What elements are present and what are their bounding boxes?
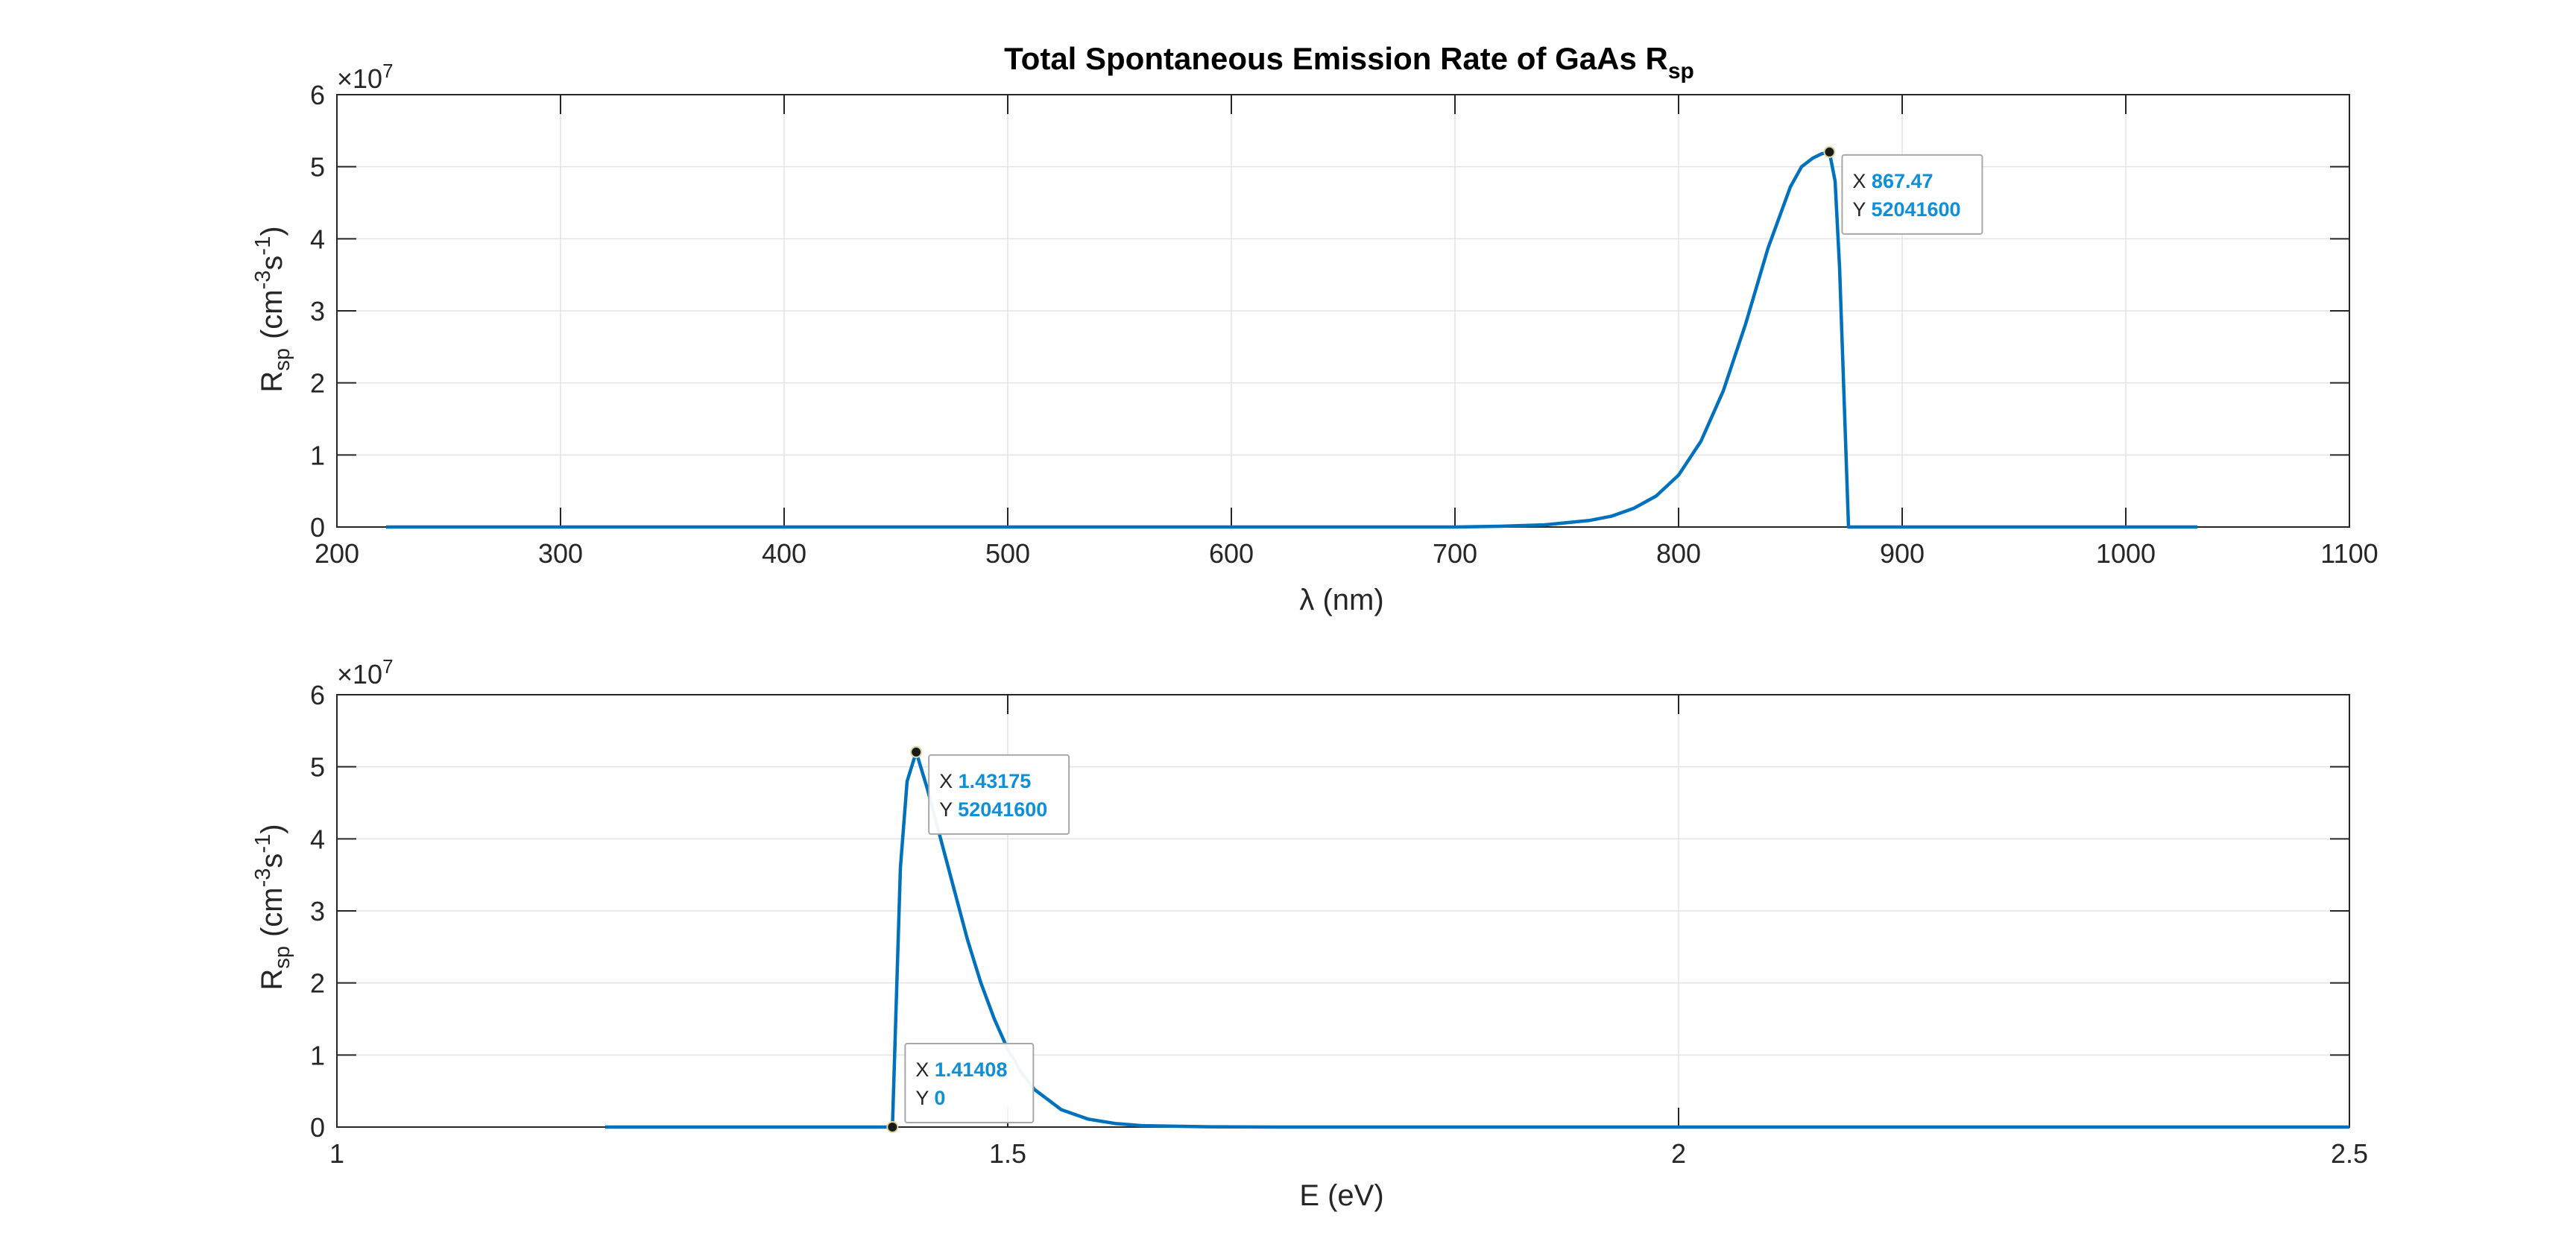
datatip-x-row: X 867.47: [1852, 170, 1933, 192]
y-tick-label: 0: [310, 512, 325, 543]
x-tick-label: 700: [1433, 538, 1477, 569]
y-tick-label: 1: [310, 440, 325, 470]
x-tick-label: 300: [538, 538, 583, 569]
datatip-marker[interactable]: [1823, 145, 1836, 158]
datatip-y-row: Y 0: [915, 1087, 945, 1109]
datatip-x-label: X: [1852, 170, 1872, 192]
top-x-axis-label: λ (nm): [1299, 584, 1383, 616]
y-tick-label: 5: [310, 752, 325, 783]
y-tick-label: 3: [310, 896, 325, 927]
top-datatips: X 867.47Y 52041600: [1823, 145, 1983, 235]
y-tick-label: 2: [310, 968, 325, 999]
datatip-y-label: Y: [939, 798, 958, 821]
datatip-box: [1841, 154, 1983, 235]
y-tick-label: 5: [310, 152, 325, 183]
x-tick-label: 400: [762, 538, 806, 569]
series-line: [605, 750, 2349, 1129]
x-tick-label: 800: [1656, 538, 1701, 569]
y-tick-label: 4: [310, 224, 325, 254]
top-subplot: 200 300 400 500 600 700 800 900 1000 1100 0 1 2 3 4 5 6…: [251, 60, 2378, 616]
top-y-exponent: ×107: [337, 60, 394, 94]
datatip-box: [928, 754, 1070, 835]
datatip-y-row: Y 52041600: [939, 798, 1047, 821]
y-tick-label: 0: [310, 1112, 325, 1143]
top-series: [386, 150, 2197, 529]
x-tick-label: 600: [1209, 538, 1254, 569]
bottom-x-axis-label: E (eV): [1299, 1179, 1383, 1212]
x-tick-label: 2: [1671, 1138, 1686, 1169]
y-tick-label: 2: [310, 368, 325, 399]
x-tick-label: 1: [329, 1138, 344, 1169]
bottom-series: [605, 750, 2349, 1129]
top-subplot-x-ticks: 200 300 400 500 600 700 800 900 1000 1100: [315, 95, 2378, 569]
y-tick-label: 6: [310, 80, 325, 110]
bottom-subplot-y-ticks: 0 1 2 3 4 5 6: [310, 680, 2349, 1143]
datatip-x-row: X 1.43175: [939, 770, 1031, 792]
datatip-y-value: 52041600: [958, 798, 1047, 821]
x-tick-label: 1000: [2096, 538, 2156, 569]
datatip-marker[interactable]: [910, 745, 923, 758]
datatip-marker[interactable]: [886, 1121, 899, 1133]
x-tick-label: 200: [315, 538, 359, 569]
top-subplot-y-ticks: 0 1 2 3 4 5 6: [310, 80, 2349, 543]
datatip-y-value: 0: [934, 1087, 945, 1109]
datatip-box: [904, 1043, 1035, 1123]
datatip-y-label: Y: [915, 1087, 934, 1109]
datatip-x-label: X: [939, 770, 959, 792]
y-tick-label: 6: [310, 680, 325, 710]
datatip-x-value: 1.43175: [959, 770, 1032, 792]
datatip[interactable]: X 867.47Y 52041600: [1823, 145, 1983, 235]
datatip-x-label: X: [915, 1058, 935, 1081]
bottom-y-exponent: ×107: [337, 655, 394, 690]
y-tick-label: 1: [310, 1040, 325, 1070]
top-y-axis-label: Rsp(cm-3s-1): [251, 226, 294, 392]
datatip-y-value: 52041600: [1871, 198, 1960, 221]
top-subplot-grid: [336, 94, 2350, 528]
datatip-x-value: 867.47: [1872, 170, 1933, 192]
x-tick-label: 500: [985, 538, 1030, 569]
datatip-x-value: 1.41408: [935, 1058, 1008, 1081]
datatip-y-label: Y: [1852, 198, 1871, 221]
x-tick-label: 1100: [2320, 538, 2378, 569]
datatip-x-row: X 1.41408: [915, 1058, 1007, 1081]
bottom-subplot-grid: [336, 694, 2350, 1128]
bottom-y-axis-label: Rsp(cm-3s-1): [251, 824, 294, 990]
x-tick-label: 1.5: [989, 1138, 1026, 1169]
series-line: [386, 150, 2197, 529]
x-tick-label: 900: [1880, 538, 1925, 569]
chart-title: Total Spontaneous Emission Rate of GaAs …: [1004, 41, 1694, 83]
x-tick-label: 2.5: [2331, 1138, 2368, 1169]
datatip-y-row: Y 52041600: [1852, 198, 1960, 221]
y-tick-label: 4: [310, 824, 325, 854]
y-tick-label: 3: [310, 296, 325, 326]
bottom-subplot-x-ticks: 1 1.5 2 2.5: [329, 695, 2368, 1169]
